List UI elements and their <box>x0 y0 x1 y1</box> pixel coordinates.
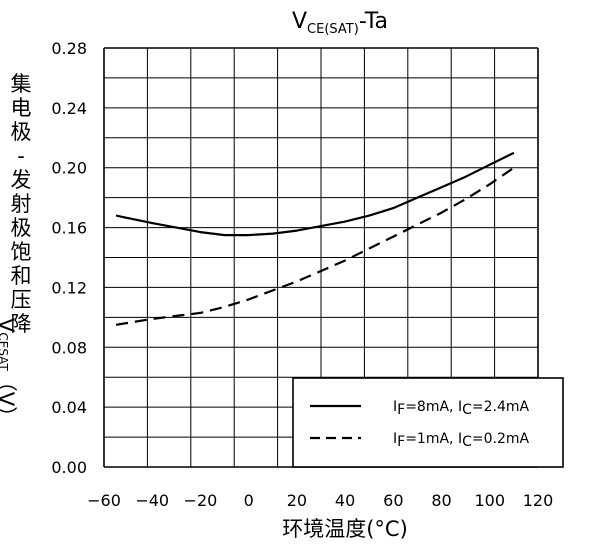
x-tick-label: 0 <box>244 491 254 510</box>
y-axis-symbol-main: V <box>0 318 18 332</box>
y-axis-label-char: 集 <box>10 72 32 96</box>
x-tick-label: 60 <box>383 491 403 510</box>
y-tick-label: 0.12 <box>51 278 87 297</box>
series <box>115 151 515 326</box>
y-axis-label-char: - <box>17 144 25 168</box>
y-tick-label: 0.24 <box>51 99 87 118</box>
series-line-1 <box>115 151 515 237</box>
y-axis-label-char: 电 <box>10 96 32 120</box>
y-axis-label-char: 压 <box>10 288 32 312</box>
y-axis-symbol-sub: CESAT <box>0 332 10 371</box>
y-axis-label-char: 饱 <box>10 240 32 264</box>
legend: IF=8mA, IC=2.4mA IF=1mA, IC=0.2mA <box>292 377 564 468</box>
y-tick-label: 0.16 <box>51 219 87 238</box>
series-line-2 <box>115 166 515 326</box>
title-tail: -Ta <box>359 9 388 34</box>
y-axis-label: 集电极-发射极饱和压降 <box>6 72 36 336</box>
y-tick-label: 0.08 <box>51 338 87 357</box>
y-tick-label: 0.00 <box>51 458 87 477</box>
chart-title: VCE(SAT)-Ta <box>292 9 388 37</box>
legend-label: IF=8mA, IC=2.4mA <box>393 399 530 418</box>
x-tick-label: −20 <box>184 491 218 510</box>
y-tick-label: 0.28 <box>51 39 87 58</box>
x-tick-label: 20 <box>287 491 307 510</box>
y-tick-label: 0.20 <box>51 159 87 178</box>
y-axis-label-char: 极 <box>10 216 32 240</box>
y-axis-label-char: 射 <box>10 192 32 216</box>
x-tick-label: 40 <box>335 491 355 510</box>
legend-box <box>292 377 564 468</box>
title-subscript: CE(SAT) <box>307 22 359 37</box>
x-tick-label: −40 <box>135 491 169 510</box>
x-tick-label: 120 <box>523 491 554 510</box>
legend-label: IF=1mA, IC=0.2mA <box>393 431 530 450</box>
y-axis-symbol: VCESAT（V） <box>0 318 42 508</box>
ticks: −60 −40 −20 0 20 40 60 80 100 120 0.00 0.04 0.08 0.12… <box>51 39 553 510</box>
y-axis-label-char: 降 <box>10 312 32 336</box>
y-axis-label-char: 极 <box>10 120 32 144</box>
y-tick-label: 0.04 <box>51 398 87 417</box>
y-axis-label-char: 和 <box>10 264 32 288</box>
y-axis-unit: （V） <box>0 370 18 428</box>
x-tick-label: 80 <box>431 491 451 510</box>
x-axis-label: 环境温度(°C) <box>282 517 408 541</box>
y-axis-label-char: 发 <box>10 168 32 192</box>
x-tick-label: −60 <box>87 491 121 510</box>
x-tick-label: 100 <box>475 491 506 510</box>
